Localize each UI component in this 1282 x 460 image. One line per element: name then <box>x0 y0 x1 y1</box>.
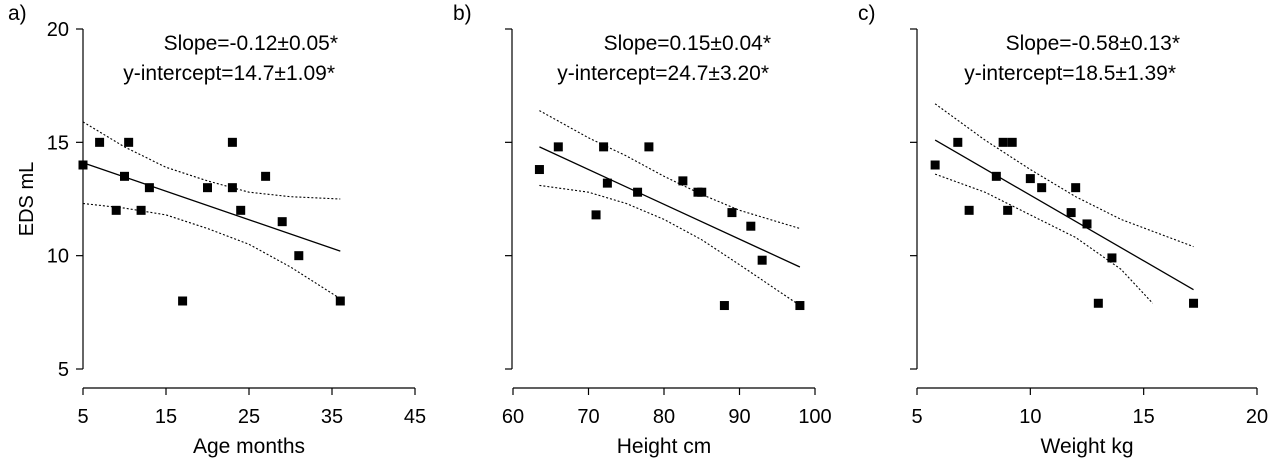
data-point <box>998 137 1008 147</box>
data-point <box>335 296 345 306</box>
y-tick-label: 20 <box>47 19 69 41</box>
data-point <box>678 176 688 186</box>
y-axis-title: EDS mL <box>16 162 38 236</box>
data-point <box>1003 205 1013 215</box>
slope-annotation: Slope=-0.12±0.05* <box>164 32 338 55</box>
data-point <box>1189 298 1199 308</box>
data-point <box>1037 183 1047 193</box>
y-tick-label: 5 <box>58 359 69 381</box>
data-point <box>124 137 134 147</box>
data-point <box>120 171 129 181</box>
data-point <box>633 187 643 197</box>
data-point <box>227 183 237 193</box>
data-point <box>534 165 544 175</box>
ci-upper-band <box>82 121 341 200</box>
panel-b: b) 60 70 80 90 100 Height cm Slope=0.15±0.04* y-… <box>453 2 832 458</box>
data-point <box>746 221 756 231</box>
data-point <box>930 160 940 170</box>
y-tick-label: 10 <box>47 246 69 268</box>
data-point <box>203 183 212 193</box>
panel-a: a) 5 10 15 20 EDS mL 5 15 25 35 45 Age months Slope=… <box>8 2 426 458</box>
data-point <box>136 205 146 215</box>
data-point <box>78 160 88 170</box>
data-point <box>95 137 105 147</box>
ci-lower-band <box>934 173 1154 304</box>
panel-label: b) <box>453 2 472 25</box>
panel-label: a) <box>8 2 27 25</box>
x-tick-label: 90 <box>728 406 750 428</box>
x-tick-label: 100 <box>798 406 831 428</box>
data-point <box>599 142 609 152</box>
ci-upper-band <box>934 103 1194 248</box>
data-point <box>178 296 188 306</box>
data-point <box>261 171 271 181</box>
data-point <box>644 142 654 152</box>
x-tick-label: 15 <box>155 406 177 428</box>
data-point <box>294 251 304 261</box>
data-point <box>591 210 601 220</box>
data-point <box>1082 219 1092 229</box>
x-tick-label: 5 <box>911 406 922 428</box>
x-tick-label: 70 <box>577 406 599 428</box>
data-point <box>795 301 805 311</box>
data-point <box>111 205 121 215</box>
data-point <box>1066 208 1076 218</box>
panel-c: c) 5 10 15 20 Weight kg Slope=-0.58±0.13* y-int… <box>858 2 1268 458</box>
x-axis-title: Weight kg <box>1041 435 1134 458</box>
x-tick-label: 5 <box>77 406 88 428</box>
data-point <box>719 301 729 311</box>
data-point <box>144 183 154 193</box>
x-tick-label: 45 <box>404 406 426 428</box>
x-tick-label: 80 <box>653 406 675 428</box>
data-point <box>991 171 1001 181</box>
regression-line <box>539 146 801 268</box>
x-tick-label: 35 <box>321 406 343 428</box>
intercept-annotation: y-intercept=18.5±1.39* <box>964 62 1176 85</box>
x-axis-title: Age months <box>193 435 305 458</box>
x-tick-label: 25 <box>238 406 260 428</box>
data-point <box>697 187 707 197</box>
slope-annotation: Slope=0.15±0.04* <box>604 32 771 55</box>
data-point <box>602 178 612 188</box>
data-point <box>727 208 737 218</box>
data-point <box>227 137 237 147</box>
panel-label: c) <box>858 2 876 25</box>
intercept-annotation: y-intercept=14.7±1.09* <box>123 62 335 85</box>
ci-lower-band <box>82 202 341 300</box>
data-point <box>553 142 563 152</box>
y-tick-label: 15 <box>47 132 69 154</box>
x-tick-label: 15 <box>1133 406 1155 428</box>
x-axis-title: Height cm <box>617 435 712 458</box>
data-point <box>1107 253 1117 263</box>
data-point <box>1071 183 1081 193</box>
ci-lower-band <box>539 184 801 306</box>
x-tick-label: 10 <box>1019 406 1041 428</box>
data-point <box>757 255 767 265</box>
data-point <box>1093 298 1103 308</box>
regression-line <box>934 139 1194 291</box>
ci-upper-band <box>539 110 801 230</box>
slope-annotation: Slope=-0.58±0.13* <box>1006 32 1180 55</box>
data-point <box>964 205 974 215</box>
data-point <box>277 217 287 227</box>
data-point <box>1025 174 1035 184</box>
data-point <box>1007 137 1017 147</box>
data-point <box>953 137 963 147</box>
x-tick-label: 20 <box>1246 406 1268 428</box>
x-tick-label: 60 <box>502 406 524 428</box>
intercept-annotation: y-intercept=24.7±3.20* <box>557 62 769 85</box>
data-point <box>236 205 246 215</box>
